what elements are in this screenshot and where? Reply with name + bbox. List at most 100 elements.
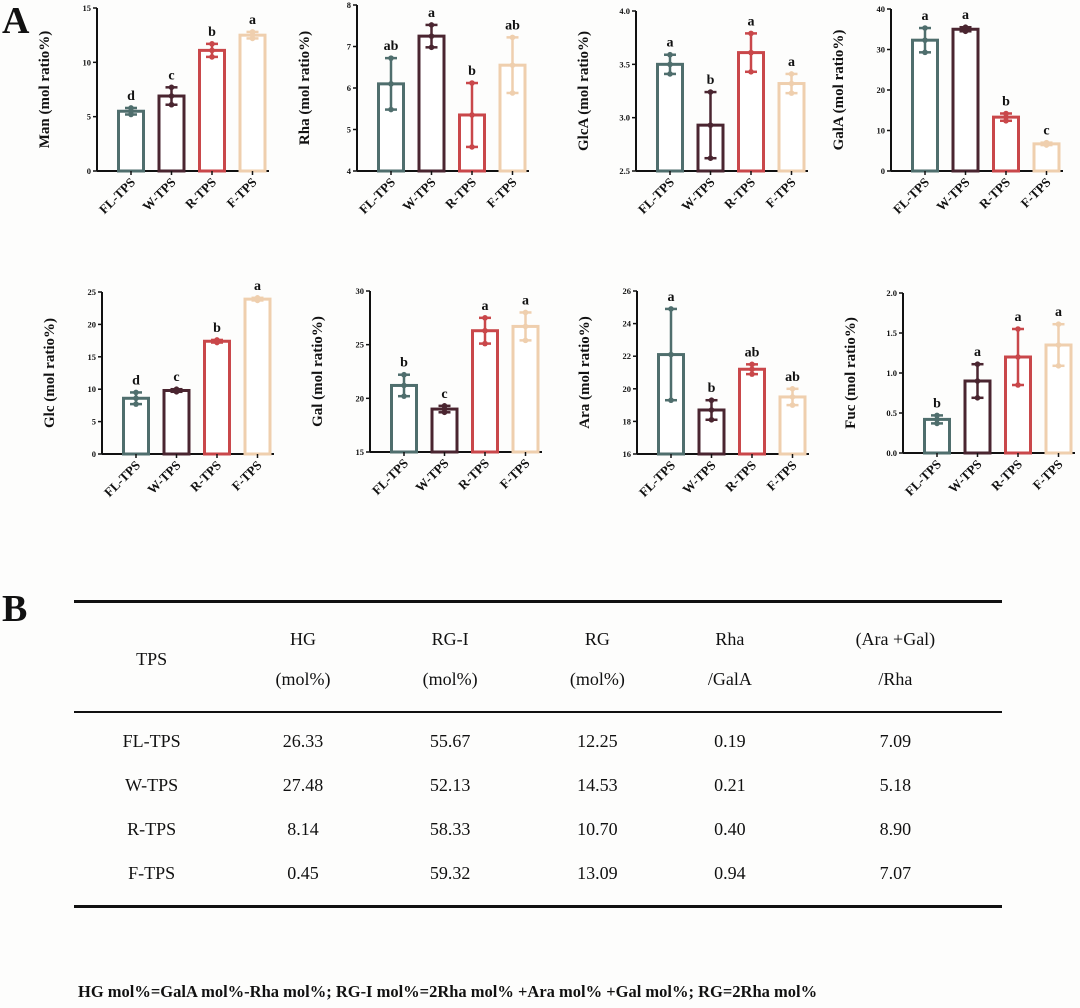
header-hg: HG (mol%) bbox=[229, 601, 377, 713]
y-tick-label: 30 bbox=[356, 286, 365, 296]
y-tick-label: 0 bbox=[87, 166, 91, 176]
bar bbox=[777, 82, 806, 173]
x-tick-label: FL-TPS bbox=[890, 175, 932, 217]
y-tick-label: 3.5 bbox=[619, 59, 630, 69]
cell-tps: FL-TPS bbox=[122, 730, 181, 751]
cell-rha-gala: 0.21 bbox=[714, 774, 746, 795]
y-tick-label: 15 bbox=[83, 3, 92, 13]
significance-letter: a bbox=[974, 345, 981, 360]
bar bbox=[992, 115, 1020, 173]
y-axis-title: Fuc (mol ratio%) bbox=[843, 317, 859, 429]
y-tick-label: 18 bbox=[623, 416, 632, 426]
header-rg: RG (mol%) bbox=[523, 601, 671, 713]
significance-letter: a bbox=[482, 299, 489, 314]
data-point bbox=[401, 393, 407, 399]
table-row: W-TPS 27.48 52.13 14.53 0.21 5.18 bbox=[74, 763, 1002, 807]
data-point bbox=[249, 35, 256, 42]
data-point bbox=[934, 416, 940, 423]
header-text: RG-I bbox=[431, 629, 469, 649]
data-point bbox=[482, 315, 488, 321]
bar bbox=[198, 48, 226, 173]
data-point bbox=[133, 401, 139, 407]
data-point bbox=[708, 416, 715, 423]
significance-letter: c bbox=[1043, 124, 1049, 139]
data-point bbox=[133, 395, 139, 402]
y-axis-title: GlcA (mol ratio%) bbox=[576, 31, 592, 151]
x-tick-label: F-TPS bbox=[228, 458, 264, 494]
x-tick-label: R-TPS bbox=[721, 175, 758, 212]
data-point bbox=[922, 49, 928, 56]
bar bbox=[471, 329, 499, 454]
data-point bbox=[668, 351, 674, 358]
y-axis-title: Gal (mol ratio%) bbox=[310, 316, 326, 427]
table-row: R-TPS 8.14 58.33 10.70 0.40 8.90 bbox=[74, 807, 1002, 851]
y-tick-label: 10 bbox=[83, 57, 92, 67]
header-unit: (mol%) bbox=[275, 669, 331, 689]
y-tick-label: 15 bbox=[356, 447, 365, 457]
data-point bbox=[214, 339, 220, 346]
x-tick-label: W-TPS bbox=[679, 458, 718, 497]
data-point bbox=[509, 90, 516, 96]
bar bbox=[157, 94, 186, 173]
data-point bbox=[1015, 326, 1021, 332]
data-point bbox=[133, 389, 139, 396]
x-tick-label: W-TPS bbox=[945, 457, 984, 496]
y-tick-label: 0.0 bbox=[886, 448, 897, 458]
significance-letter: d bbox=[132, 373, 140, 388]
bar bbox=[430, 407, 459, 454]
header-tps: TPS bbox=[74, 601, 230, 713]
x-tick-label: FL-TPS bbox=[635, 175, 677, 217]
data-point bbox=[668, 306, 674, 312]
x-tick-label: R-TPS bbox=[988, 457, 1025, 494]
panel-label-b: B bbox=[2, 588, 28, 630]
data-point bbox=[749, 361, 755, 368]
header-text: TPS bbox=[136, 649, 168, 669]
header-unit: (mol%) bbox=[422, 669, 478, 689]
header-unit: /Rha bbox=[878, 669, 913, 689]
data-point bbox=[789, 386, 796, 392]
x-tick-label: F-TPS bbox=[1017, 175, 1053, 211]
data-point bbox=[788, 71, 795, 77]
data-point bbox=[428, 33, 435, 39]
y-tick-label: 40 bbox=[877, 4, 886, 14]
data-point bbox=[388, 55, 394, 61]
significance-letter: a bbox=[254, 279, 261, 294]
significance-letter: a bbox=[249, 13, 256, 28]
bar bbox=[1032, 142, 1061, 173]
data-point bbox=[667, 71, 673, 77]
cell-rha-gala: 0.40 bbox=[714, 818, 746, 839]
y-axis-title: Man (mol ratio%) bbox=[37, 31, 53, 148]
y-tick-label: 10 bbox=[88, 384, 97, 394]
y-tick-label: 4.0 bbox=[619, 6, 630, 16]
y-tick-label: 22 bbox=[623, 351, 632, 361]
x-tick-label: FL-TPS bbox=[356, 175, 398, 217]
data-point bbox=[482, 340, 488, 347]
data-point bbox=[469, 144, 475, 150]
y-tick-label: 0 bbox=[92, 449, 96, 459]
chart-ara: 16 18 20 22 24 26 Ara (mol ratio%) a FL-TPS b W-TP… bbox=[577, 286, 809, 500]
data-point bbox=[168, 84, 175, 91]
y-tick-label: 6 bbox=[347, 83, 351, 93]
x-tick-label: FL-TPS bbox=[369, 456, 411, 498]
bar bbox=[738, 367, 766, 456]
y-tick-label: 1.5 bbox=[886, 328, 897, 338]
data-point bbox=[441, 403, 448, 409]
panel-label-a: A bbox=[2, 0, 30, 42]
significance-letter: ab bbox=[785, 370, 800, 385]
significance-letter: c bbox=[173, 370, 179, 385]
data-point bbox=[401, 382, 407, 389]
significance-letter: a bbox=[788, 55, 795, 70]
cell-hg: 26.33 bbox=[282, 730, 324, 751]
header-text: (Ara +Gal) bbox=[855, 629, 936, 649]
significance-letter: a bbox=[667, 36, 674, 51]
cell-rg: 10.70 bbox=[577, 818, 618, 839]
y-tick-label: 20 bbox=[88, 319, 97, 329]
data-point bbox=[469, 80, 475, 86]
header-text: Rha bbox=[715, 629, 745, 649]
data-point bbox=[401, 371, 407, 378]
pectin-domain-table: TPS HG (mol%) RG-I (mol%) RG (mol%) Rha/Gal… bbox=[74, 600, 1002, 908]
data-point bbox=[749, 366, 755, 373]
bar bbox=[243, 297, 272, 456]
data-point bbox=[667, 61, 673, 68]
significance-letter: a bbox=[522, 293, 529, 308]
